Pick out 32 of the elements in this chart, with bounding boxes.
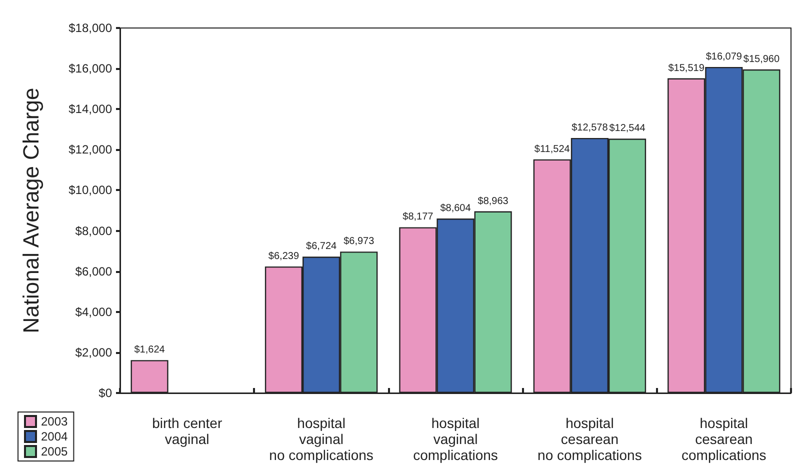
data-label: $15,960: [743, 54, 780, 65]
y-tick-label: $2,000: [75, 345, 112, 360]
x-tick-label: hospital cesarean complications: [681, 415, 766, 463]
data-label: $16,079: [706, 51, 742, 62]
data-label: $11,524: [534, 144, 570, 155]
legend-label: 2005: [41, 444, 68, 458]
data-label: $6,973: [344, 236, 375, 248]
data-label: $8,177: [402, 212, 434, 223]
y-tick-label: $16,000: [68, 62, 112, 76]
x-tick-label: birth center vaginal: [152, 415, 222, 447]
data-label: $8,604: [440, 203, 472, 214]
data-label: $8,963: [478, 196, 509, 207]
data-label: $12,578: [572, 122, 608, 134]
data-label: $12,544: [609, 123, 646, 134]
y-tick-label: $6,000: [75, 264, 112, 278]
data-label: $6,724: [306, 241, 338, 252]
y-tick-label: $12,000: [68, 142, 112, 157]
y-tick-label: $0: [98, 386, 112, 400]
data-label: $1,624: [134, 344, 166, 356]
data-label: $15,519: [668, 62, 705, 74]
y-tick-label: $10,000: [68, 183, 112, 198]
y-tick-label: $14,000: [68, 102, 112, 116]
y-tick-label: $18,000: [68, 21, 112, 35]
data-label: $6,239: [268, 250, 300, 262]
x-tick-label: hospital cesarean no complications: [538, 415, 642, 463]
y-axis-title: National Average Charge: [18, 88, 44, 334]
x-tick-label: hospital vaginal no complications: [269, 415, 374, 463]
y-tick-label: $4,000: [75, 304, 112, 319]
y-tick-label: $8,000: [75, 224, 112, 238]
legend-label: 2004: [41, 430, 68, 444]
legend-label: 2003: [41, 414, 68, 428]
x-tick-label: hospital vaginal complications: [413, 415, 498, 463]
